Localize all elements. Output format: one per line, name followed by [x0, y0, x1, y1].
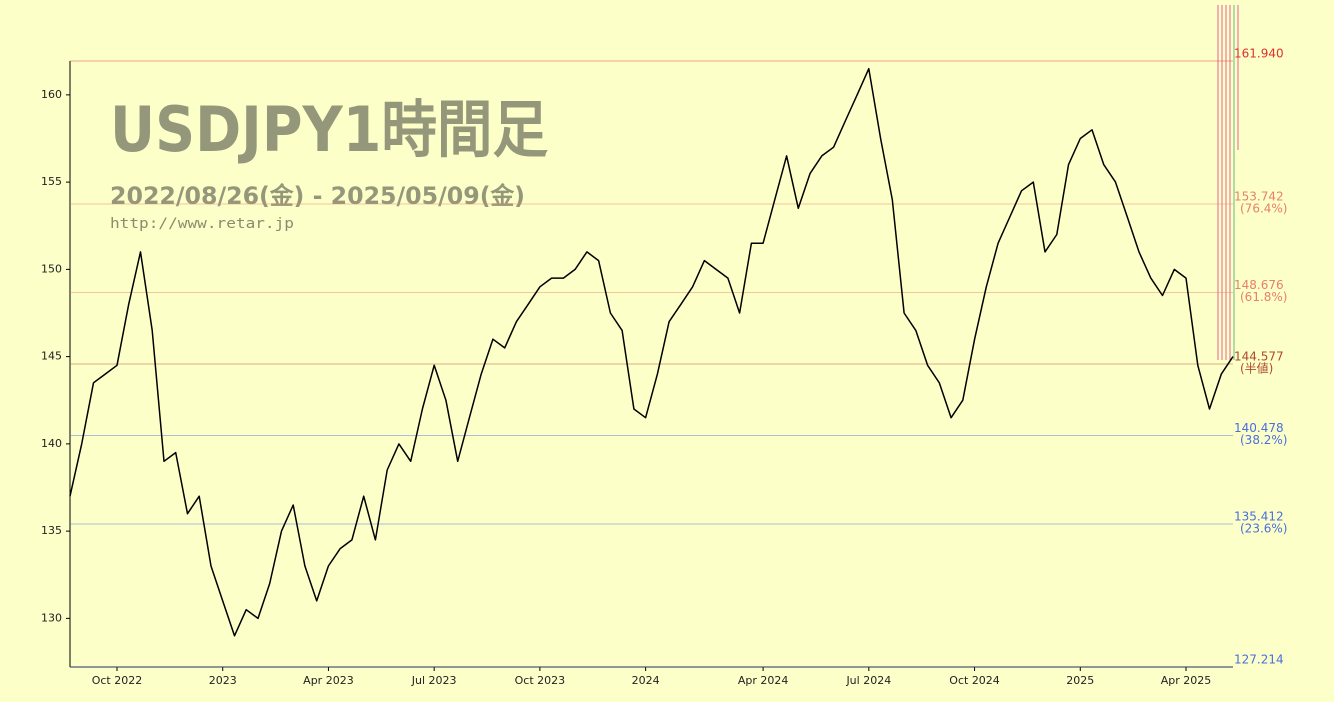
y-tick-label: 140 — [41, 437, 62, 450]
x-tick-label: Jul 2023 — [411, 674, 457, 687]
price-line — [69, 67, 1234, 637]
level-note: (76.4%) — [1240, 202, 1287, 216]
source-url: http://www.retar.jp — [110, 216, 294, 232]
marker-lines — [1217, 5, 1239, 360]
level-label: 135.412 — [1234, 509, 1284, 523]
x-tick-label: 2023 — [209, 674, 237, 687]
x-tick-label: Oct 2024 — [949, 674, 1000, 687]
level-label: 148.676 — [1234, 278, 1284, 292]
y-tick-label: 135 — [41, 524, 62, 537]
y-tick-label: 145 — [41, 350, 62, 363]
y-tick-label: 130 — [41, 611, 62, 624]
x-tick-label: 2025 — [1066, 674, 1094, 687]
y-tick-label: 155 — [41, 175, 62, 188]
level-label: 153.742 — [1234, 190, 1284, 204]
level-label: 127.214 — [1234, 653, 1284, 667]
x-tick-label: Oct 2022 — [92, 674, 143, 687]
x-tick-label: Apr 2025 — [1161, 674, 1212, 687]
x-tick-label: Apr 2023 — [303, 674, 354, 687]
y-tick-label: 150 — [41, 262, 62, 275]
level-note: (61.8%) — [1240, 290, 1287, 304]
level-label: 161.940 — [1234, 47, 1284, 61]
level-note: (23.6%) — [1240, 521, 1287, 535]
level-label: 144.577 — [1234, 350, 1284, 364]
x-tick-label: Oct 2023 — [515, 674, 566, 687]
level-note: (半値) — [1240, 361, 1273, 376]
y-tick-label: 160 — [41, 88, 62, 101]
level-note: (38.2%) — [1240, 433, 1287, 447]
chart-subtitle: 2022/08/26(金) - 2025/05/09(金) — [110, 182, 525, 210]
x-tick-label: Apr 2024 — [738, 674, 789, 687]
level-label: 140.478 — [1234, 421, 1284, 435]
chart-title: USDJPY1時間足 — [110, 93, 548, 166]
x-tick-label: Jul 2024 — [845, 674, 891, 687]
x-tick-label: 2024 — [632, 674, 660, 687]
